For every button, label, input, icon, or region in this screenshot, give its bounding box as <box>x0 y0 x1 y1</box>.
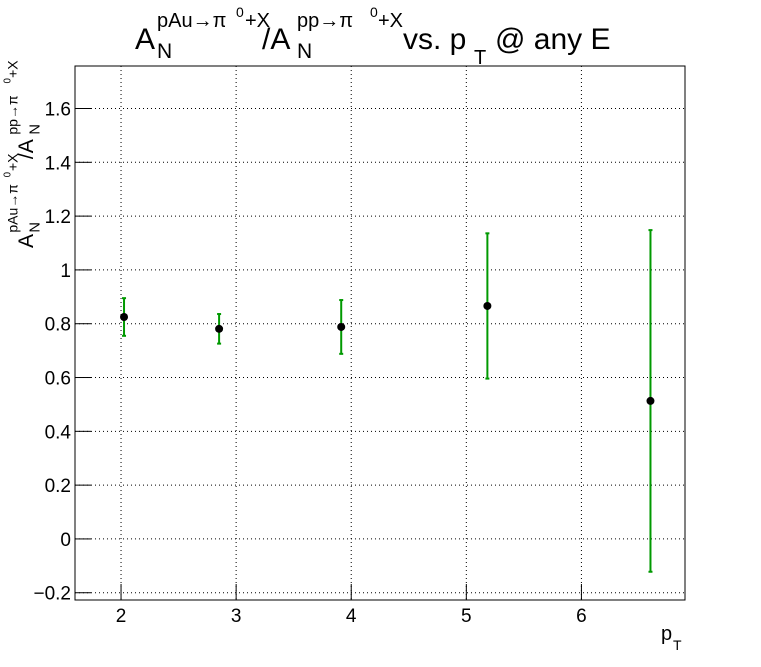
x-tick-label: 5 <box>461 606 472 627</box>
formula-part: /A <box>262 23 290 56</box>
formula-part: pAu→π <box>157 10 226 32</box>
y-tick-label: 0.4 <box>45 422 72 443</box>
data-point <box>215 324 224 333</box>
plot-frame <box>74 65 686 601</box>
y-tick-label: −0.2 <box>33 584 71 605</box>
formula-part: 0 <box>370 4 378 20</box>
x-tick-label: 3 <box>231 606 242 627</box>
formula-part: 0 <box>3 171 14 177</box>
formula-part: N <box>27 222 43 233</box>
formula-part: pp→π <box>297 10 353 32</box>
x-label-part: p <box>661 623 672 645</box>
formula-part: T <box>474 47 486 69</box>
data-point <box>646 396 655 405</box>
formula-part: @ any E <box>495 23 611 56</box>
formula-part: pAu→π <box>5 184 21 233</box>
y-tick-label: 1.6 <box>45 100 71 121</box>
formula-part: N <box>27 124 43 135</box>
formula-part: +X <box>378 10 403 32</box>
formula-part: +X <box>5 60 21 78</box>
formula-part: pp→π <box>5 95 21 135</box>
formula-part: vs. p <box>403 23 466 56</box>
x-tick-label: 2 <box>116 606 127 627</box>
formula-part: 0 <box>236 4 244 20</box>
formula-part: +X <box>5 153 21 171</box>
y-tick-label: 0.8 <box>45 315 71 336</box>
x-label-part: T <box>673 637 682 653</box>
y-tick-label: 0.2 <box>45 476 71 497</box>
formula-part: N <box>297 40 312 63</box>
data-point <box>483 301 492 310</box>
data-point <box>337 322 346 331</box>
formula-part: +X <box>245 10 270 32</box>
y-tick-label: 0 <box>60 530 71 551</box>
x-tick-label: 4 <box>346 606 357 627</box>
formula-part: A <box>15 234 38 248</box>
x-tick-label: 6 <box>576 606 587 627</box>
formula-part: 0 <box>3 78 14 84</box>
formula-part: N <box>157 40 172 63</box>
y-tick-label: 1.2 <box>45 207 71 228</box>
data-point <box>120 312 129 321</box>
y-tick-label: 1 <box>60 261 71 282</box>
y-tick-label: 0.6 <box>45 369 71 390</box>
formula-part: /A <box>15 139 38 159</box>
y-tick-label: 1.4 <box>45 153 72 174</box>
formula-part: A <box>135 23 155 56</box>
